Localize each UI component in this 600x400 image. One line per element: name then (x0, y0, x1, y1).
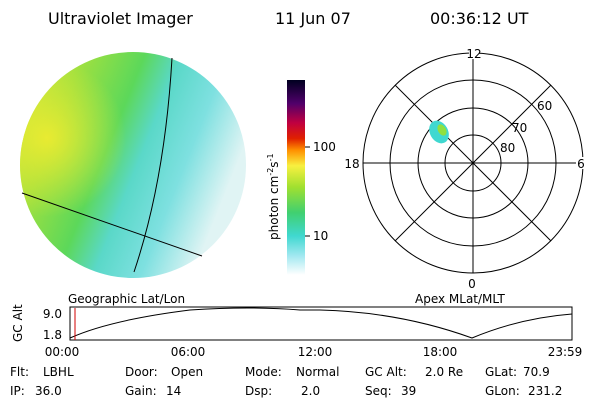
latitude-line (21, 192, 203, 257)
timeline-y-tick: 1.8 (43, 328, 62, 342)
timeline-left-label: Geographic Lat/Lon (68, 292, 185, 306)
colorbar-tick-label: 100 (313, 140, 336, 154)
info-label: Flt: (10, 365, 29, 379)
colorbar (287, 80, 305, 275)
colorbar-label: photon cm-2s-1 (266, 153, 281, 240)
mlt-label: 0 (468, 277, 476, 291)
timeline-right-label: Apex MLat/MLT (415, 292, 505, 306)
timeline-box (69, 306, 573, 341)
info-value: 70.9 (523, 365, 550, 379)
timeline-x-tick: 23:59 (548, 345, 583, 359)
imager-disk (20, 52, 246, 278)
info-label: Dsp: (245, 384, 272, 398)
info-value: LBHL (43, 365, 74, 379)
date: 11 Jun 07 (275, 9, 351, 28)
info-value: Open (171, 365, 203, 379)
info-label: GC Alt: (365, 365, 407, 379)
label-part: -1 (266, 153, 275, 161)
mlt-label: 18 (344, 157, 359, 171)
info-value: 2.0 Re (425, 365, 463, 379)
timeline-x-tick: 18:00 (423, 345, 458, 359)
info-label: GLat: (485, 365, 517, 379)
lat-label: 60 (537, 99, 552, 113)
label-part: s (267, 161, 281, 167)
title: Ultraviolet Imager (48, 9, 193, 28)
info-value: 2.0 (301, 384, 320, 398)
info-label: Mode: (245, 365, 282, 379)
info-label: Door: (125, 365, 158, 379)
info-value: 231.2 (528, 384, 562, 398)
mlt-label: 12 (466, 47, 481, 61)
info-panel: Flt: LBHL Door: Open Mode: Normal GC Alt: 2.0 R… (10, 365, 562, 398)
info-value: 39 (401, 384, 416, 398)
timeline-y-label: GC Alt (11, 304, 25, 342)
info-value: 14 (166, 384, 181, 398)
aurora-blob (437, 124, 447, 136)
label-part: photon cm (267, 176, 281, 240)
label-part: -2 (266, 168, 275, 176)
longitude-line (133, 57, 173, 273)
info-label: Seq: (365, 384, 392, 398)
timeline-x-tick: 06:00 (171, 345, 206, 359)
timeline-x-tick: 12:00 (298, 345, 333, 359)
polar-grid (362, 52, 584, 274)
time: 00:36:12 UT (430, 9, 529, 28)
info-label: IP: (10, 384, 25, 398)
info-label: GLon: (485, 384, 520, 398)
colorbar-tick-label: 10 (313, 229, 328, 243)
mlt-label: 6 (577, 157, 585, 171)
timeline-x-tick: 00:00 (45, 345, 80, 359)
info-value: Normal (296, 365, 339, 379)
altitude-curve (69, 307, 573, 339)
timeline-y-tick: 9.0 (43, 307, 62, 321)
info-label: Gain: (125, 384, 157, 398)
lat-label: 80 (500, 141, 515, 155)
info-value: 36.0 (35, 384, 62, 398)
lat-label: 70 (512, 121, 527, 135)
